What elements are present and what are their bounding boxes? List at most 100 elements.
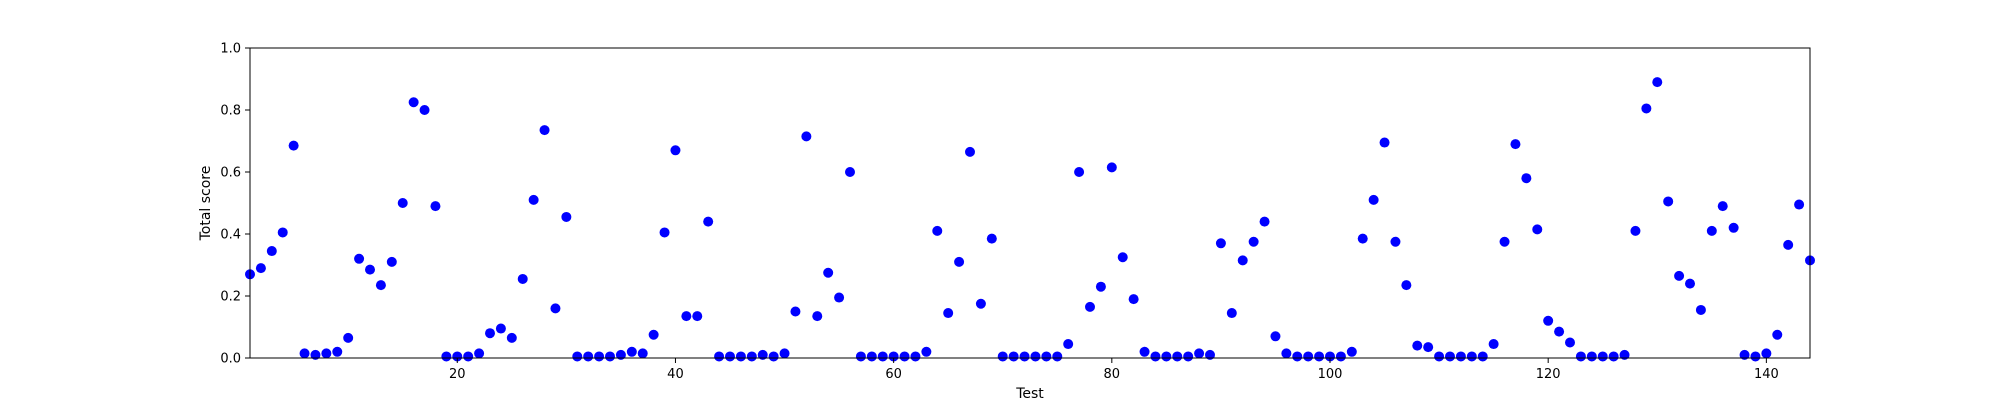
data-point bbox=[1248, 236, 1259, 247]
data-point bbox=[681, 311, 692, 322]
x-tick-label: 120 bbox=[1536, 367, 1561, 382]
data-point bbox=[965, 146, 975, 157]
data-point bbox=[1477, 351, 1488, 362]
data-point bbox=[1445, 351, 1455, 362]
data-point bbox=[1401, 280, 1412, 291]
data-point bbox=[1368, 194, 1379, 205]
data-point bbox=[1019, 351, 1030, 362]
data-points bbox=[245, 77, 1815, 362]
data-point bbox=[779, 348, 790, 359]
data-point bbox=[474, 348, 485, 359]
data-point bbox=[845, 167, 855, 177]
data-point bbox=[539, 125, 550, 136]
data-point bbox=[1325, 351, 1335, 362]
data-point bbox=[703, 216, 714, 227]
data-point bbox=[1750, 351, 1761, 362]
x-tick-label: 40 bbox=[667, 367, 684, 382]
data-point bbox=[1554, 326, 1565, 337]
data-point bbox=[1063, 339, 1074, 350]
data-point bbox=[1663, 196, 1674, 207]
data-point bbox=[1030, 351, 1041, 362]
data-point bbox=[855, 351, 866, 362]
data-point bbox=[1183, 351, 1194, 362]
data-point bbox=[583, 351, 594, 362]
data-point bbox=[277, 227, 288, 238]
data-point bbox=[1466, 351, 1477, 362]
data-point bbox=[877, 351, 888, 362]
data-point bbox=[310, 349, 321, 360]
data-point bbox=[1641, 103, 1652, 114]
data-point bbox=[1052, 351, 1063, 362]
data-point bbox=[1041, 351, 1052, 362]
data-point bbox=[954, 256, 965, 267]
data-point bbox=[648, 329, 659, 340]
data-point bbox=[1281, 348, 1292, 359]
data-point bbox=[1379, 137, 1390, 148]
data-point bbox=[528, 194, 539, 205]
data-point bbox=[1739, 349, 1750, 360]
data-point bbox=[1434, 351, 1445, 362]
data-point bbox=[1226, 308, 1237, 319]
data-point bbox=[495, 323, 506, 334]
data-point bbox=[1652, 77, 1663, 88]
data-point bbox=[1532, 224, 1543, 235]
data-point bbox=[1488, 339, 1499, 350]
data-point bbox=[975, 298, 986, 309]
data-point bbox=[1259, 216, 1270, 227]
data-point bbox=[561, 211, 572, 222]
data-point bbox=[517, 273, 528, 284]
data-point bbox=[1565, 337, 1575, 348]
data-point bbox=[397, 198, 408, 208]
data-point bbox=[1761, 348, 1772, 359]
y-tick-label: 0.8 bbox=[220, 104, 241, 119]
data-point bbox=[1575, 351, 1586, 362]
x-axis-label: Test bbox=[1015, 386, 1044, 400]
data-point bbox=[1172, 351, 1183, 362]
data-point bbox=[1586, 351, 1597, 362]
data-point bbox=[1008, 351, 1019, 362]
data-point bbox=[1128, 294, 1139, 305]
data-point bbox=[441, 351, 452, 362]
data-point bbox=[419, 105, 430, 115]
data-point bbox=[1706, 225, 1717, 236]
data-point bbox=[1521, 173, 1532, 184]
data-point bbox=[1150, 351, 1161, 362]
data-point bbox=[1597, 351, 1608, 362]
data-point bbox=[746, 351, 757, 362]
data-point bbox=[1695, 304, 1706, 315]
data-point bbox=[714, 351, 725, 362]
y-tick-label: 0.4 bbox=[220, 228, 241, 243]
x-tick-label: 20 bbox=[449, 367, 466, 382]
data-point bbox=[659, 227, 670, 238]
data-point bbox=[485, 328, 495, 339]
data-point bbox=[1303, 351, 1314, 362]
data-point bbox=[1685, 278, 1695, 289]
y-axis-label: Total score bbox=[198, 166, 214, 242]
data-point bbox=[1215, 238, 1226, 249]
data-point bbox=[943, 308, 954, 319]
data-point bbox=[1139, 346, 1150, 357]
data-point bbox=[463, 351, 474, 362]
data-point bbox=[1346, 346, 1357, 357]
data-point bbox=[899, 351, 910, 362]
x-tick-label: 100 bbox=[1318, 367, 1343, 382]
y-tick-label: 0.0 bbox=[220, 352, 241, 367]
data-point bbox=[1205, 349, 1215, 360]
data-point bbox=[921, 346, 932, 357]
data-point bbox=[888, 351, 899, 362]
data-point bbox=[452, 351, 463, 362]
data-point bbox=[1412, 340, 1423, 351]
data-point bbox=[910, 351, 921, 362]
data-point bbox=[637, 348, 648, 359]
data-point bbox=[1543, 315, 1554, 326]
data-point bbox=[343, 332, 354, 343]
data-point bbox=[1357, 233, 1368, 244]
data-point bbox=[1335, 351, 1346, 362]
data-point bbox=[1783, 239, 1794, 250]
data-point bbox=[1499, 236, 1510, 247]
x-axis-ticks: 20 40 60 80 100 120 140 bbox=[449, 358, 1779, 382]
x-tick-label: 80 bbox=[1104, 367, 1121, 382]
data-point bbox=[1161, 351, 1172, 362]
